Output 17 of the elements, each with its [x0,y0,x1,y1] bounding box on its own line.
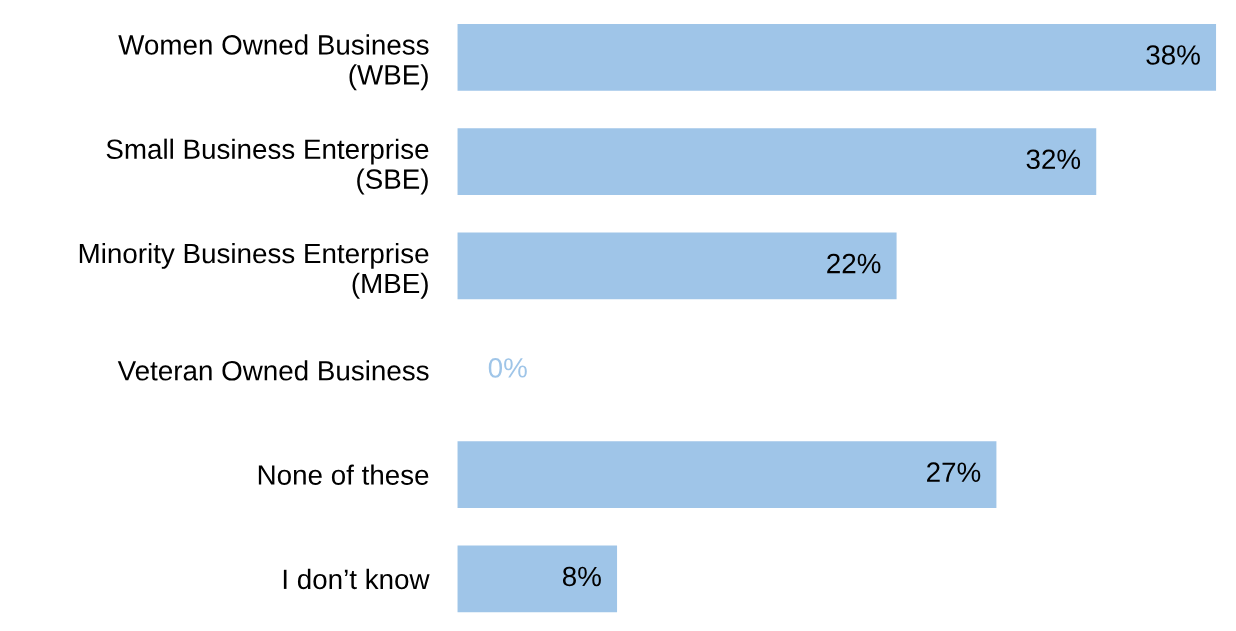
bar [457,441,997,508]
y-tick-label: Small Business Enterprise (SBE) [106,138,429,195]
data-label: 0% [488,358,527,378]
bar [457,232,897,300]
y-tick-label: None of these [258,464,429,485]
data-label: 8% [562,566,601,587]
bar [457,23,1217,91]
data-label: 27% [927,462,981,482]
bar [457,545,618,613]
y-tick-label: Veteran Owned Business [117,360,429,381]
data-label: 22% [827,253,881,274]
y-tick-label: I don’t know [283,568,430,590]
y-tick-label: Women Owned Business (WBE) [118,34,429,91]
bar [457,128,1097,196]
data-label: 38% [1146,45,1200,65]
y-tick-label: Minority Business Enterprise (MBE) [79,242,429,299]
data-label: 32% [1026,149,1081,170]
